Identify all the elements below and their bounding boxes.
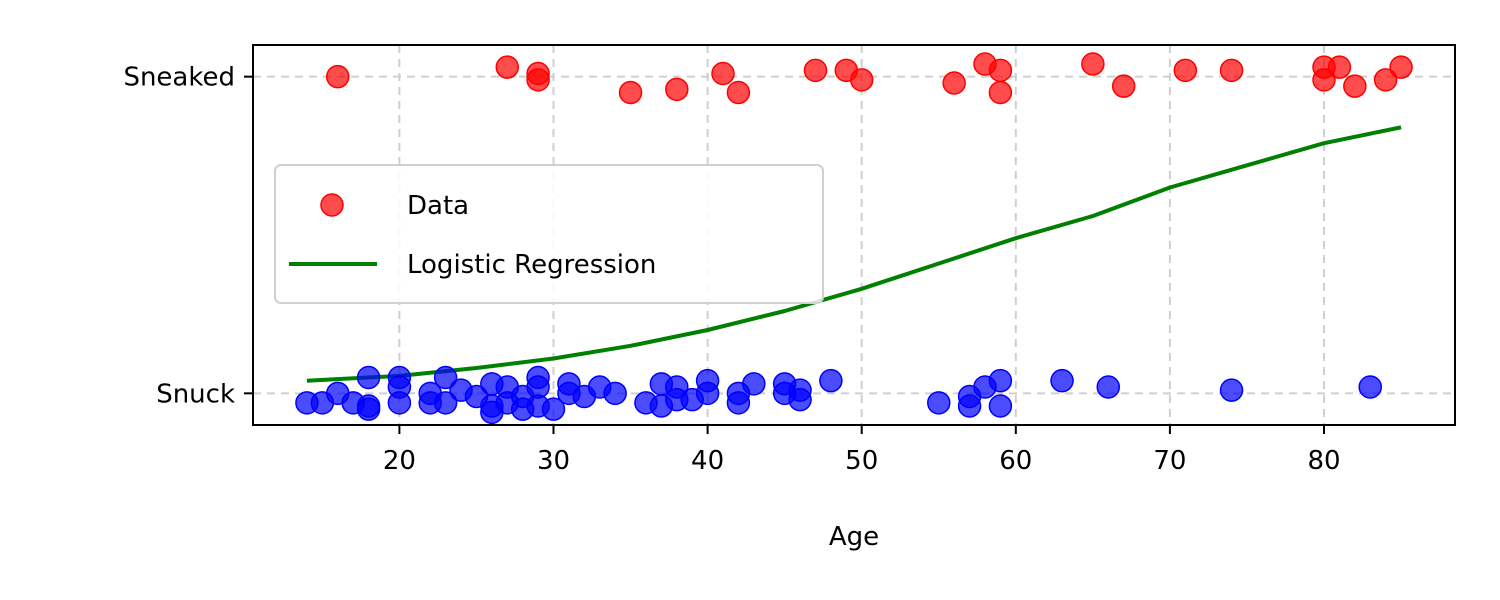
regression-line [306, 125, 1402, 383]
sneaked-point [1173, 58, 1198, 83]
sneaked-point [526, 68, 550, 92]
legend-data-marker [320, 193, 344, 217]
sneaked-point [988, 80, 1013, 105]
snuck-point [603, 381, 627, 406]
sneaked-point [942, 71, 966, 95]
snuck-point [695, 381, 720, 406]
snuck-point [1096, 375, 1121, 399]
snuck-point [742, 372, 766, 396]
regression-line-layer [306, 125, 1402, 383]
sneaked-point [1111, 74, 1136, 98]
snuck-point [387, 391, 412, 415]
legend: Data Logistic Regression [274, 164, 824, 304]
snuck-point [988, 394, 1013, 418]
sneaked-point [1219, 58, 1244, 83]
sneaked-point [1343, 74, 1367, 98]
sneaked-point [326, 64, 350, 89]
x-axis-title: Age [829, 522, 879, 552]
snuck-point [433, 391, 458, 415]
snuck-point [957, 394, 982, 418]
sneaked-point [618, 80, 643, 105]
snuck-point [356, 365, 381, 390]
sneaked-point [1389, 55, 1413, 79]
plot-area-frame [252, 44, 1456, 426]
sneaked-point [1081, 52, 1105, 76]
snuck-point [433, 365, 458, 390]
snuck-point [726, 391, 751, 415]
legend-regression-label: Logistic Regression [407, 250, 656, 280]
x-tick-label: 40 [691, 446, 724, 476]
y-tick-label: Sneaked [123, 63, 235, 93]
snuck-point [988, 368, 1013, 393]
snuck-point [1219, 378, 1244, 402]
data-points-layer [295, 52, 1413, 425]
y-tick-label: Snuck [156, 379, 235, 409]
sneaked-point [1327, 55, 1352, 79]
x-tick-label: 60 [999, 446, 1032, 476]
x-tick-label: 80 [1307, 446, 1340, 476]
axis-ticks-layer: 20 30 40 50 60 70 80 Snuck Sneaked [123, 63, 1340, 476]
snuck-point [356, 397, 381, 421]
snuck-point [788, 387, 812, 412]
legend-data-label: Data [407, 191, 469, 221]
sneaked-point [803, 58, 828, 83]
snuck-point [819, 368, 843, 393]
snuck-point [1050, 368, 1074, 393]
x-tick-label: 50 [845, 446, 878, 476]
sneaked-point [988, 58, 1013, 83]
sneaked-point [726, 80, 751, 105]
snuck-point [541, 397, 566, 421]
x-tick-label: 30 [537, 446, 570, 476]
sneaked-point [665, 77, 689, 102]
snuck-point [1358, 375, 1382, 399]
x-tick-label: 70 [1153, 446, 1186, 476]
sneaked-point [1373, 68, 1398, 92]
sneaked-point [849, 68, 874, 92]
snuck-point [927, 391, 951, 415]
legend-box [274, 164, 824, 304]
sneaked-point [711, 61, 735, 86]
sneaked-point [495, 55, 520, 79]
sneaked-point [1312, 68, 1336, 92]
x-tick-label: 20 [383, 446, 416, 476]
